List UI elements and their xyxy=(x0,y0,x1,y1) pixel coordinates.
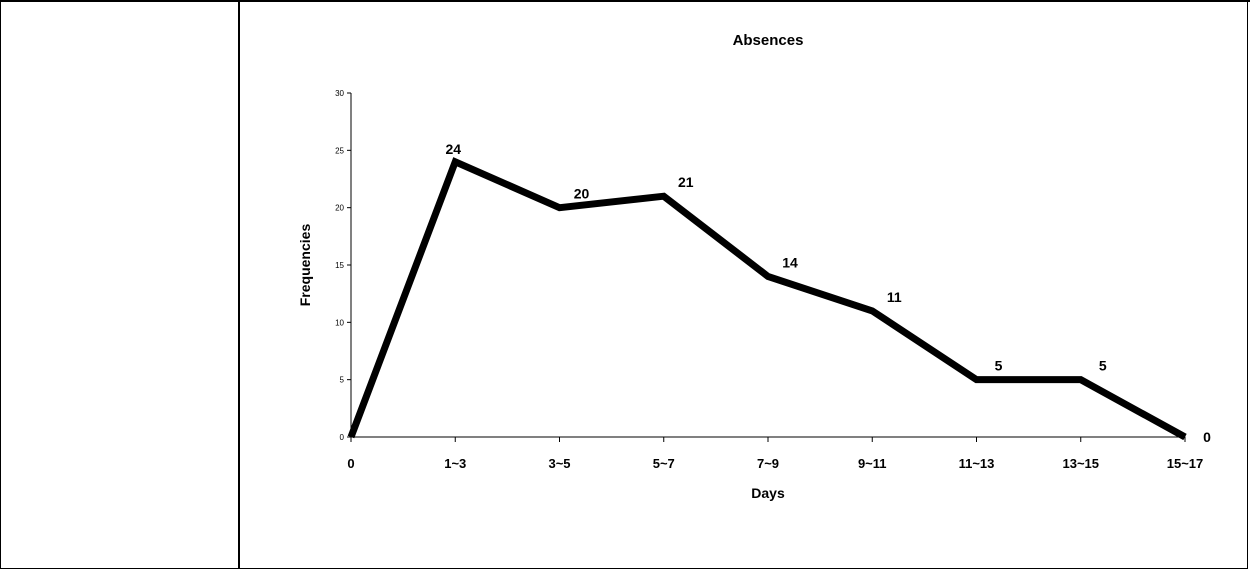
y-ticks: 0 5 10 15 20 25 30 xyxy=(335,89,351,442)
data-point xyxy=(1080,379,1082,381)
data-label: 5 xyxy=(1099,358,1107,374)
series-frequencies xyxy=(347,157,1187,441)
x-axis-label: Days xyxy=(751,485,785,501)
left-table-cell xyxy=(0,0,240,569)
data-label: 21 xyxy=(678,174,694,190)
data-label: 24 xyxy=(445,141,461,157)
data-point xyxy=(767,275,769,277)
x-tick-label: 7~9 xyxy=(757,456,779,471)
frequency-line xyxy=(347,157,1187,441)
x-ticks: 0 1~3 3~5 5~7 7~9 9~11 11~13 13~15 15~17 xyxy=(347,437,1203,471)
data-label: 20 xyxy=(574,186,590,202)
y-tick-label: 25 xyxy=(335,146,344,155)
x-tick-label: 13~15 xyxy=(1062,456,1099,471)
data-point xyxy=(350,436,352,438)
y-tick-label: 20 xyxy=(335,204,344,213)
y-tick-label: 30 xyxy=(335,89,344,98)
data-labels: 24 20 21 14 11 5 5 0 xyxy=(445,141,1211,445)
x-tick-label: 5~7 xyxy=(653,456,675,471)
y-tick-label: 0 xyxy=(340,433,345,442)
data-point xyxy=(976,379,977,381)
data-point xyxy=(559,207,560,209)
axes xyxy=(350,93,1185,438)
data-label: 11 xyxy=(887,289,902,305)
y-tick-label: 5 xyxy=(340,376,345,385)
x-tick-label: 15~17 xyxy=(1167,456,1204,471)
data-point xyxy=(454,161,456,163)
x-tick-label: 11~13 xyxy=(959,456,995,471)
data-label: 14 xyxy=(782,254,798,270)
data-label: 0 xyxy=(1203,429,1211,445)
y-tick-label: 15 xyxy=(335,261,344,270)
top-border xyxy=(0,0,1250,2)
data-point xyxy=(871,310,873,312)
y-tick-label: 10 xyxy=(335,318,344,327)
x-tick-label: 3~5 xyxy=(548,456,570,471)
data-point xyxy=(663,195,665,197)
x-tick-label: 9~11 xyxy=(858,456,887,471)
y-axis-label: Frequencies xyxy=(297,224,313,307)
chart-title: Absences xyxy=(733,32,804,49)
x-tick-label: 0 xyxy=(347,456,354,471)
data-label: 5 xyxy=(995,358,1003,374)
x-tick-label: 1~3 xyxy=(444,456,466,471)
data-point xyxy=(1184,436,1186,438)
